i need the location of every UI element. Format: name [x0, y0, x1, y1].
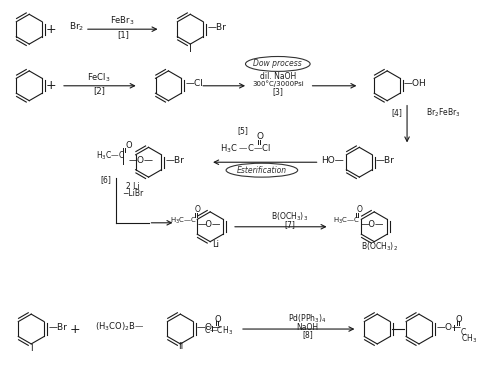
Text: —OH: —OH — [403, 79, 426, 88]
Text: +: + — [46, 79, 56, 92]
Text: —O—: —O— — [129, 156, 154, 165]
Text: 300°C/3000Psi: 300°C/3000Psi — [252, 80, 304, 87]
Text: B(OCH$_3$)$_3$: B(OCH$_3$)$_3$ — [271, 211, 308, 223]
Text: O: O — [356, 206, 362, 214]
Text: O: O — [194, 206, 200, 214]
Text: —Br: —Br — [207, 23, 226, 32]
Text: O: O — [125, 141, 132, 150]
Text: NaOH: NaOH — [296, 323, 319, 332]
Text: H$_3$C —C—Cl: H$_3$C —C—Cl — [220, 142, 270, 154]
Text: II: II — [178, 342, 183, 351]
Text: I: I — [189, 44, 192, 54]
Text: [5]: [5] — [238, 126, 248, 135]
Text: [4]: [4] — [391, 108, 402, 117]
Text: Dow process: Dow process — [253, 59, 302, 68]
Text: [2]: [2] — [93, 86, 105, 95]
Text: I: I — [30, 344, 33, 353]
Text: H$_3$C—C: H$_3$C—C — [96, 149, 125, 161]
Text: HO—: HO— — [321, 156, 344, 165]
Text: Li: Li — [212, 240, 219, 249]
Text: +: + — [69, 323, 80, 335]
Text: [6]: [6] — [100, 176, 111, 184]
Text: O: O — [215, 315, 222, 324]
Text: Esterification: Esterification — [237, 166, 287, 175]
Text: [1]: [1] — [117, 30, 129, 39]
Text: —Cl: —Cl — [185, 79, 203, 88]
Text: H$_3$C—C: H$_3$C—C — [333, 216, 360, 226]
Text: —O—: —O— — [196, 323, 221, 332]
Text: C—CH$_3$: C—CH$_3$ — [204, 325, 233, 337]
Text: Pd(PPh$_3$)$_4$: Pd(PPh$_3$)$_4$ — [289, 313, 327, 325]
Text: [7]: [7] — [284, 220, 295, 229]
Text: (H$_3$CO)$_2$B—: (H$_3$CO)$_2$B— — [95, 321, 144, 333]
Text: O: O — [455, 315, 462, 324]
Text: Br$_2$: Br$_2$ — [69, 21, 85, 34]
Text: B(OCH$_3$)$_2$: B(OCH$_3$)$_2$ — [361, 240, 398, 253]
Text: —O—: —O— — [437, 323, 462, 332]
Text: —Br: —Br — [48, 323, 67, 332]
Text: FeCl$_3$: FeCl$_3$ — [87, 72, 111, 84]
Text: +: + — [46, 23, 56, 36]
Text: dil. NaOH: dil. NaOH — [260, 73, 296, 82]
Text: C: C — [461, 328, 466, 337]
Text: [8]: [8] — [302, 330, 313, 340]
Text: —Br: —Br — [375, 156, 394, 165]
Text: O: O — [257, 132, 263, 141]
Text: −LiBr: −LiBr — [122, 188, 143, 197]
Text: H$_3$C—C: H$_3$C—C — [170, 216, 197, 226]
Text: [3]: [3] — [272, 87, 283, 96]
Text: —Br: —Br — [165, 156, 184, 165]
Text: CH$_3$: CH$_3$ — [461, 333, 477, 345]
Text: FeBr$_3$: FeBr$_3$ — [110, 15, 135, 28]
Text: 2 Li: 2 Li — [126, 182, 139, 191]
Text: Br$_2$FeBr$_3$: Br$_2$FeBr$_3$ — [426, 106, 461, 119]
Text: —O—: —O— — [197, 220, 221, 229]
Text: —O—: —O— — [360, 220, 384, 229]
